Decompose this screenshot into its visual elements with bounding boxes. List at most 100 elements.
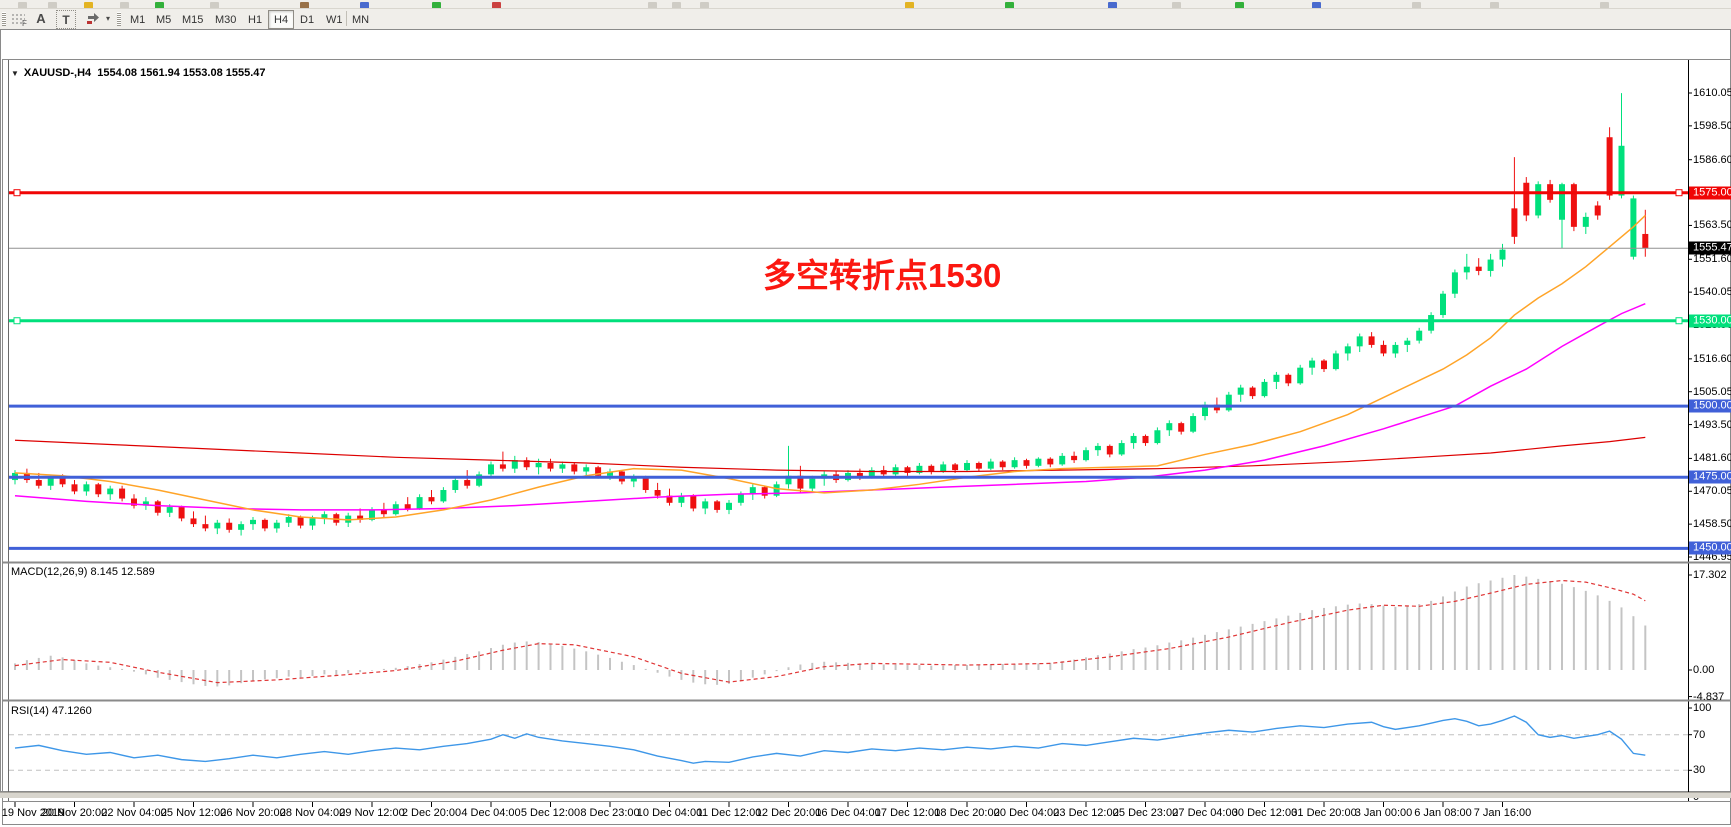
toolbar-icon-fragment: [1490, 2, 1499, 8]
date-tick-label: 11 Dec 12:00: [696, 807, 762, 819]
candle-body: [1332, 353, 1339, 370]
date-tick-label: 25 Nov 12:00: [160, 807, 227, 819]
candle-body: [1440, 293, 1446, 316]
toolbar-icon-fragment: [1108, 2, 1117, 8]
candle-body: [1261, 381, 1268, 397]
candle-body: [690, 495, 697, 509]
candle-body: [1178, 423, 1185, 432]
candle-body: [928, 465, 935, 472]
date-tick-label: 17 Dec 12:00: [874, 807, 941, 819]
candle-body: [642, 477, 649, 491]
candle-body: [1523, 182, 1530, 216]
candle-body: [749, 487, 756, 495]
toolbar-icon-fragment: [300, 2, 309, 8]
candle-body: [511, 460, 518, 469]
candle-body: [618, 471, 625, 482]
line-handle[interactable]: [13, 189, 21, 197]
candle-body: [202, 524, 209, 529]
toolbar-icon-fragment: [155, 2, 164, 8]
date-tick-label: 6 Jan 08:00: [1414, 807, 1472, 819]
candle-body: [1511, 208, 1518, 237]
date-tick-label: 31 Dec 20:00: [1291, 807, 1357, 819]
timeframe-button-h1[interactable]: H1: [248, 13, 263, 26]
date-tick-label: 23 Dec 12:00: [1053, 807, 1119, 819]
text-icon[interactable]: A: [36, 11, 46, 26]
candle-body: [523, 460, 530, 468]
date-tick-label: 29 Nov 12:00: [339, 807, 405, 819]
macd-tick-label: 0.00: [1693, 664, 1715, 676]
timeframe-button-mn[interactable]: MN: [352, 13, 370, 26]
timeframe-button-m1[interactable]: M1: [130, 13, 146, 26]
candle-body: [369, 509, 375, 520]
date-tick-label: 16 Dec 04:00: [815, 807, 881, 819]
line-handle[interactable]: [1675, 189, 1683, 197]
timeframe-button-w1[interactable]: W1: [326, 13, 343, 26]
rsi-line: [14, 715, 1646, 764]
candle-body: [23, 472, 30, 481]
candle-body: [404, 504, 411, 509]
toolbar-icon-fragment: [1600, 2, 1609, 8]
date-tick-label: 28 Nov 04:00: [279, 807, 346, 819]
price-tick-label: 1505.05: [1693, 385, 1731, 398]
chart-collapse-icon[interactable]: ▼: [11, 69, 19, 78]
date-tick-label: 5 Dec 12:00: [520, 807, 581, 819]
timeframe-button-h4[interactable]: H4: [268, 10, 295, 29]
timeframe-button-m30[interactable]: M30: [215, 13, 237, 26]
chart-ohlc: 1554.08 1561.94 1553.08 1555.47: [97, 67, 266, 79]
toolbar-icon-fragment: [48, 2, 57, 8]
candle-body: [1380, 344, 1387, 354]
candle-body: [1499, 249, 1506, 260]
candle-body: [1321, 360, 1327, 370]
candle-body: [1344, 346, 1351, 354]
candle-body: [250, 519, 256, 525]
fibonacci-icon[interactable]: F: [10, 10, 30, 27]
candle-body: [95, 484, 102, 495]
toolbar-icon-fragment: [1312, 2, 1321, 8]
date-tick-label: 30 Dec 12:00: [1231, 807, 1298, 819]
toolbar-icon-fragment: [672, 2, 681, 8]
date-tick-label: 8 Dec 23:00: [580, 807, 640, 819]
candle-body: [261, 519, 268, 529]
candle-body: [1428, 315, 1435, 331]
timeframe-button-m15[interactable]: M15: [182, 13, 204, 26]
candle-body: [357, 515, 364, 520]
price-badge: 1500.00: [1689, 399, 1731, 413]
timeframe-button-d1[interactable]: D1: [300, 13, 315, 26]
candle-body: [1475, 266, 1482, 271]
price-tick-label: 1516.60: [1693, 352, 1731, 365]
price-tick-label: 1551.60: [1693, 253, 1731, 266]
chart-annotation-text[interactable]: 多空转折点1530: [763, 257, 1002, 294]
candle-body: [488, 464, 494, 475]
macd-indicator-label: MACD(12,26,9) 8.145 12.589: [11, 566, 155, 578]
line-handle[interactable]: [1675, 317, 1683, 325]
label-icon[interactable]: T: [56, 10, 76, 29]
candle-body: [797, 475, 804, 489]
candle-body: [1023, 460, 1030, 466]
candle-body: [452, 480, 459, 491]
candle-body: [1570, 184, 1577, 227]
toolbar-icon-fragment: [210, 2, 219, 8]
candle-body: [71, 484, 78, 492]
candle-body: [297, 517, 304, 526]
candle-body: [583, 467, 590, 472]
arrows-icon[interactable]: [84, 10, 102, 27]
line-handle[interactable]: [13, 317, 21, 325]
candle-body: [416, 497, 423, 509]
date-tick-label: 10 Dec 04:00: [636, 807, 703, 819]
candle-body: [1154, 430, 1161, 444]
candle-body: [1606, 137, 1613, 196]
candle-body: [1047, 458, 1054, 465]
candle-body: [238, 524, 245, 530]
candle-body: [1071, 455, 1078, 461]
price-tick-label: 1586.60: [1693, 153, 1731, 166]
price-badge: 1475.00: [1689, 470, 1731, 484]
toolbar-grip-2[interactable]: [117, 12, 121, 26]
toolbar-grip[interactable]: [2, 12, 6, 26]
price-tick-label: 1481.60: [1693, 452, 1731, 465]
candle-body: [821, 474, 828, 479]
date-tick-label: 20 Nov 20:00: [41, 807, 108, 819]
candle-body: [714, 501, 721, 510]
dropdown-caret-icon[interactable]: ▾: [105, 14, 110, 23]
svg-text:F: F: [22, 19, 27, 26]
timeframe-button-m5[interactable]: M5: [156, 13, 172, 26]
